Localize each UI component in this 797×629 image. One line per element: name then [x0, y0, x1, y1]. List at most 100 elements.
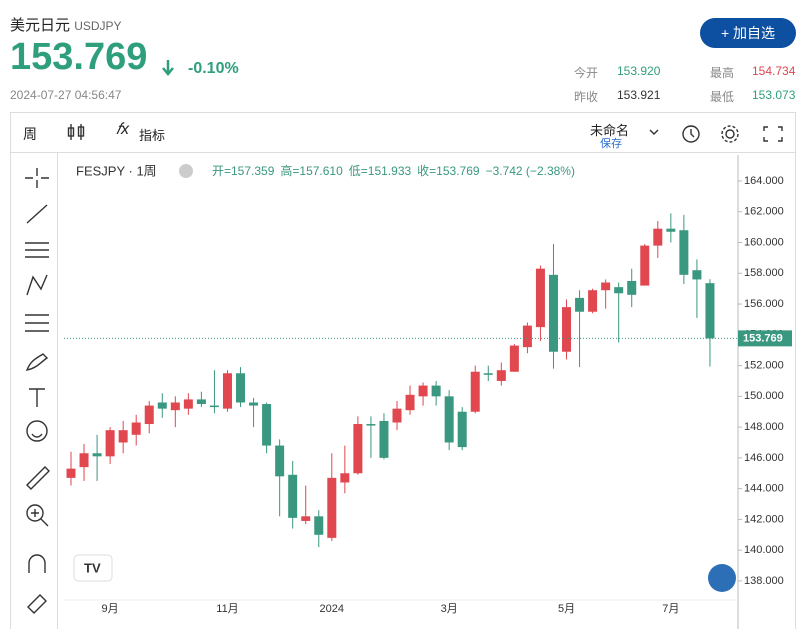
candle-body: [353, 424, 363, 474]
candle-body: [575, 297, 585, 312]
candle-body: [548, 274, 558, 352]
stat-value: 154.734: [752, 64, 796, 78]
f-logo: [708, 564, 736, 592]
candle-body: [601, 282, 611, 291]
y-tick-label: 150.000: [744, 390, 784, 402]
name-text: 美元日元: [10, 17, 71, 34]
candle-body: [444, 396, 454, 443]
candle-body: [327, 477, 337, 538]
tv-logo-text: TV: [84, 560, 101, 575]
stat-value: 153.073: [752, 88, 796, 102]
candle-body: [562, 307, 572, 352]
y-tick-label: 164.000: [744, 175, 784, 187]
y-tick-label: 142.000: [744, 513, 784, 525]
candle-body: [170, 402, 180, 411]
y-tick-label: 152.000: [744, 359, 784, 371]
side-divider: [57, 153, 58, 629]
ohlc-legend: 开=157.359: [212, 164, 275, 178]
candle-body: [627, 280, 637, 295]
candle-body: [183, 399, 193, 409]
candle-body: [653, 228, 663, 246]
y-tick-label: 162.000: [744, 206, 784, 218]
price: 153.769: [10, 36, 148, 78]
candle-body: [262, 404, 272, 446]
toolbar-icons: [649, 125, 783, 143]
y-tick-label: 146.000: [744, 452, 784, 464]
candle-body: [509, 345, 519, 372]
candle-body: [588, 290, 598, 312]
ohlc-legend: 高=157.610: [280, 163, 343, 178]
down-arrow: [162, 60, 174, 76]
candle-body: [340, 473, 350, 483]
drawing-tools: [25, 168, 50, 614]
candle-body: [692, 270, 702, 280]
candle-body: [483, 373, 493, 375]
candle-body: [196, 399, 206, 405]
stat-label: 最低: [710, 90, 735, 104]
stat-value: 153.921: [617, 88, 661, 102]
stat-label: 昨收: [574, 90, 599, 104]
y-tick-label: 156.000: [744, 298, 784, 310]
candle-body: [457, 411, 467, 448]
add-button[interactable]: + 加自选: [700, 18, 796, 48]
candle-body: [105, 430, 115, 457]
candle-body: [392, 408, 402, 423]
candle-body: [66, 468, 76, 478]
x-tick-label: 2024: [320, 603, 344, 615]
x-tick-label: 9月: [102, 603, 119, 615]
candle-body: [614, 287, 624, 294]
candle-body: [249, 402, 259, 406]
chart-title: FESJPY · 1周: [76, 163, 157, 178]
x-tick-label: 11月: [216, 603, 238, 615]
indicators[interactable]: 指标: [139, 128, 166, 143]
last-price-box: [738, 330, 792, 347]
last-price-label: 153.769: [743, 332, 783, 344]
save[interactable]: 保存: [600, 138, 622, 150]
candle-body: [522, 325, 532, 348]
candle-body: [79, 453, 89, 468]
ohlc-legend: 低=151.933: [349, 164, 412, 178]
candle-body: [118, 430, 128, 443]
candle-body: [431, 385, 441, 397]
candle-body: [222, 373, 232, 409]
candle-body: [535, 268, 545, 328]
symbol: USDJPY: [74, 19, 122, 33]
collapse-button[interactable]: [179, 164, 193, 178]
stat-label: 今开: [574, 66, 599, 80]
tv-logo: [73, 554, 113, 582]
ohlc-legend: −3.742 (−2.38%): [486, 164, 575, 178]
x-tick-label: 5月: [558, 603, 575, 615]
candle-body: [379, 420, 389, 458]
candle-body: [640, 245, 650, 286]
y-tick-label: 140.000: [744, 544, 784, 556]
x-tick-label: 3月: [441, 603, 458, 615]
y-tick-label: 138.000: [744, 575, 784, 587]
candle-icon[interactable]: [66, 122, 86, 142]
candle-body: [288, 474, 298, 518]
fx-icon[interactable]: 𝑓x: [116, 121, 129, 138]
candle-body: [496, 370, 506, 381]
candle-body: [666, 228, 676, 232]
layout-name[interactable]: 未命名: [590, 123, 630, 138]
x-tick-label: 7月: [662, 603, 679, 615]
candle-body: [301, 516, 311, 521]
time: 2024-07-27 04:56:47: [10, 88, 122, 102]
candle-body: [679, 230, 689, 275]
candle-body: [209, 405, 219, 408]
change: -0.10%: [188, 60, 239, 77]
candle-body: [705, 283, 715, 339]
y-tick-label: 144.000: [744, 483, 784, 495]
candle-body: [144, 405, 154, 425]
candle-body: [366, 424, 376, 426]
interval[interactable]: 周: [23, 126, 37, 142]
name: 美元日元 USDJPY: [10, 14, 122, 35]
candle-body: [275, 445, 285, 477]
toolbar-divider: [11, 152, 796, 153]
candle-body: [470, 371, 480, 412]
candle-body: [131, 422, 141, 435]
candle-body: [418, 385, 428, 397]
candle-body: [92, 453, 102, 457]
y-tick-label: 148.000: [744, 421, 784, 433]
